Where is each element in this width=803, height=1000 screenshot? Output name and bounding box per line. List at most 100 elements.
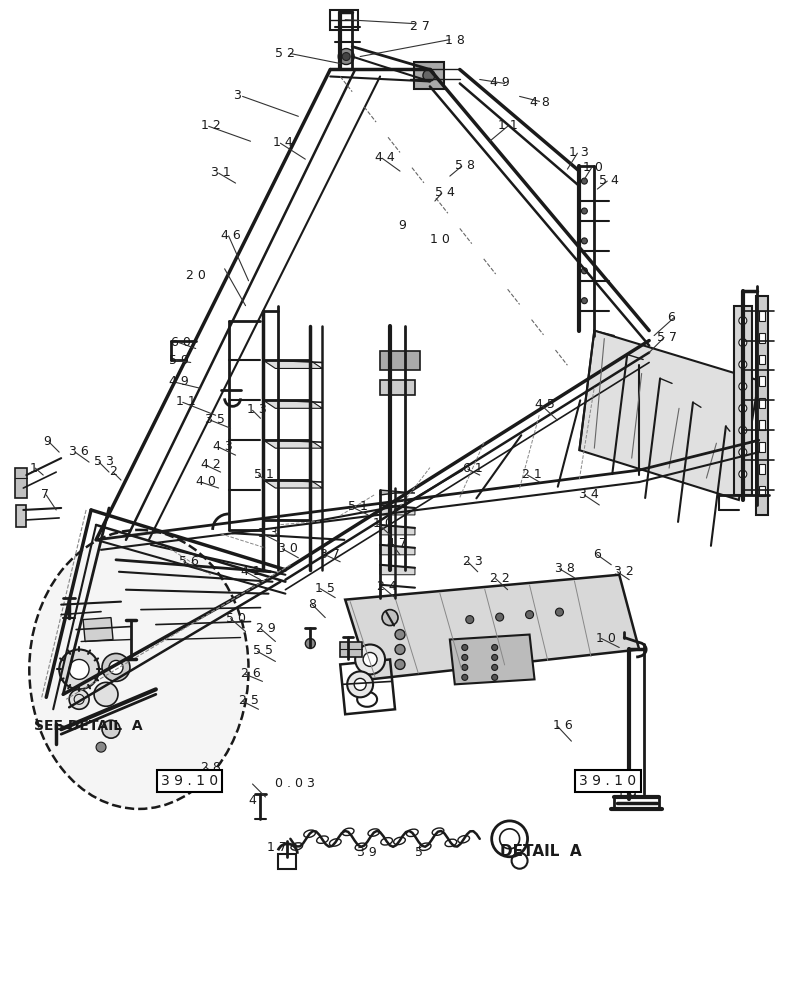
Bar: [758, 376, 764, 386]
Text: 4 8: 4 8: [529, 96, 548, 109]
Bar: [758, 464, 764, 474]
Text: 4 1: 4 1: [240, 565, 260, 578]
Text: 6 1: 6 1: [463, 462, 482, 475]
Text: 2 5: 2 5: [238, 694, 258, 707]
Circle shape: [347, 671, 373, 697]
Circle shape: [381, 610, 397, 626]
Text: 3 7: 3 7: [320, 548, 340, 561]
Text: 3 4: 3 4: [579, 488, 598, 501]
Bar: [330, 10, 357, 30]
Circle shape: [581, 268, 587, 274]
Bar: [340, 642, 361, 657]
Circle shape: [69, 689, 89, 709]
Circle shape: [305, 639, 315, 648]
Circle shape: [338, 49, 354, 65]
Bar: [758, 311, 764, 321]
Circle shape: [555, 608, 563, 616]
Text: 9: 9: [397, 219, 406, 232]
Text: 4 3: 4 3: [212, 440, 232, 453]
Text: 4: 4: [248, 794, 256, 807]
Text: 1 0: 1 0: [596, 632, 615, 645]
Text: 1 1: 1 1: [176, 395, 195, 408]
Circle shape: [461, 644, 467, 650]
Text: 5 8: 5 8: [454, 159, 475, 172]
Text: 5 3: 5 3: [94, 455, 114, 468]
Text: 5 2: 5 2: [275, 47, 295, 60]
Text: 2: 2: [109, 465, 116, 478]
Circle shape: [394, 659, 405, 669]
Text: 2 7: 2 7: [410, 20, 430, 33]
Text: 2 9: 2 9: [255, 622, 275, 635]
Circle shape: [581, 238, 587, 244]
Text: 3 9 . 1 0: 3 9 . 1 0: [161, 774, 218, 788]
Text: 0 . 0 3: 0 . 0 3: [275, 777, 315, 790]
Circle shape: [342, 53, 350, 61]
Text: 2 6: 2 6: [240, 667, 260, 680]
Text: 6 0: 6 0: [170, 336, 190, 349]
Circle shape: [738, 317, 746, 325]
Circle shape: [422, 69, 434, 81]
Text: 3 1: 3 1: [210, 166, 230, 179]
Text: 3 0: 3 0: [278, 542, 298, 555]
Bar: [758, 333, 764, 343]
Circle shape: [738, 470, 746, 478]
Text: 5 4: 5 4: [434, 186, 454, 199]
Text: 1 3: 1 3: [569, 146, 589, 159]
Text: 2 2: 2 2: [489, 572, 509, 585]
Polygon shape: [380, 380, 414, 395]
Bar: [16, 505, 26, 527]
Polygon shape: [263, 360, 322, 368]
Bar: [733, 306, 751, 495]
Circle shape: [102, 653, 130, 681]
Circle shape: [96, 742, 106, 752]
Bar: [758, 398, 764, 408]
Text: 4 9: 4 9: [169, 375, 189, 388]
Text: 1 5: 1 5: [315, 582, 335, 595]
Circle shape: [495, 613, 503, 621]
Polygon shape: [263, 480, 322, 488]
Circle shape: [354, 678, 365, 690]
Circle shape: [461, 674, 467, 680]
Circle shape: [738, 360, 746, 368]
Bar: [755, 296, 767, 515]
Text: 5 5: 5 5: [252, 644, 272, 657]
Circle shape: [69, 659, 89, 679]
Text: 1 4: 1 4: [273, 136, 293, 149]
Text: 4 6: 4 6: [220, 229, 240, 242]
Bar: [758, 486, 764, 496]
Text: 2 0: 2 0: [185, 269, 206, 282]
Text: 4 9: 4 9: [489, 76, 509, 89]
Text: 4 0: 4 0: [195, 475, 215, 488]
Text: 1 8: 1 8: [444, 34, 464, 47]
Circle shape: [94, 682, 118, 706]
Text: 4 4: 4 4: [375, 151, 394, 164]
Text: 2 1: 2 1: [521, 468, 540, 481]
Text: 3 8: 3 8: [555, 562, 575, 575]
Text: 1 0: 1 0: [583, 161, 602, 174]
Circle shape: [491, 674, 497, 680]
Circle shape: [738, 426, 746, 434]
Text: 2 8: 2 8: [201, 761, 220, 774]
Circle shape: [394, 644, 405, 654]
Text: 3 6: 3 6: [69, 445, 89, 458]
Bar: [15, 468, 27, 498]
Circle shape: [525, 611, 533, 619]
Circle shape: [491, 664, 497, 670]
Circle shape: [461, 654, 467, 660]
Text: 6: 6: [666, 311, 674, 324]
Text: 4 7: 4 7: [386, 537, 406, 550]
Text: 5 9: 5 9: [169, 354, 189, 367]
Text: 5 7: 5 7: [656, 331, 676, 344]
Text: DETAIL  A: DETAIL A: [499, 844, 581, 859]
Text: 4 5: 4 5: [534, 398, 554, 411]
Text: SEE DETAIL  A: SEE DETAIL A: [35, 719, 143, 733]
Text: 2 3: 2 3: [463, 555, 482, 568]
Text: 4 2: 4 2: [201, 458, 220, 471]
Polygon shape: [449, 635, 534, 684]
Circle shape: [581, 298, 587, 304]
Polygon shape: [380, 565, 414, 575]
Text: 3 3: 3 3: [259, 527, 278, 540]
Bar: [414, 62, 443, 89]
Polygon shape: [263, 440, 322, 448]
Circle shape: [491, 654, 497, 660]
